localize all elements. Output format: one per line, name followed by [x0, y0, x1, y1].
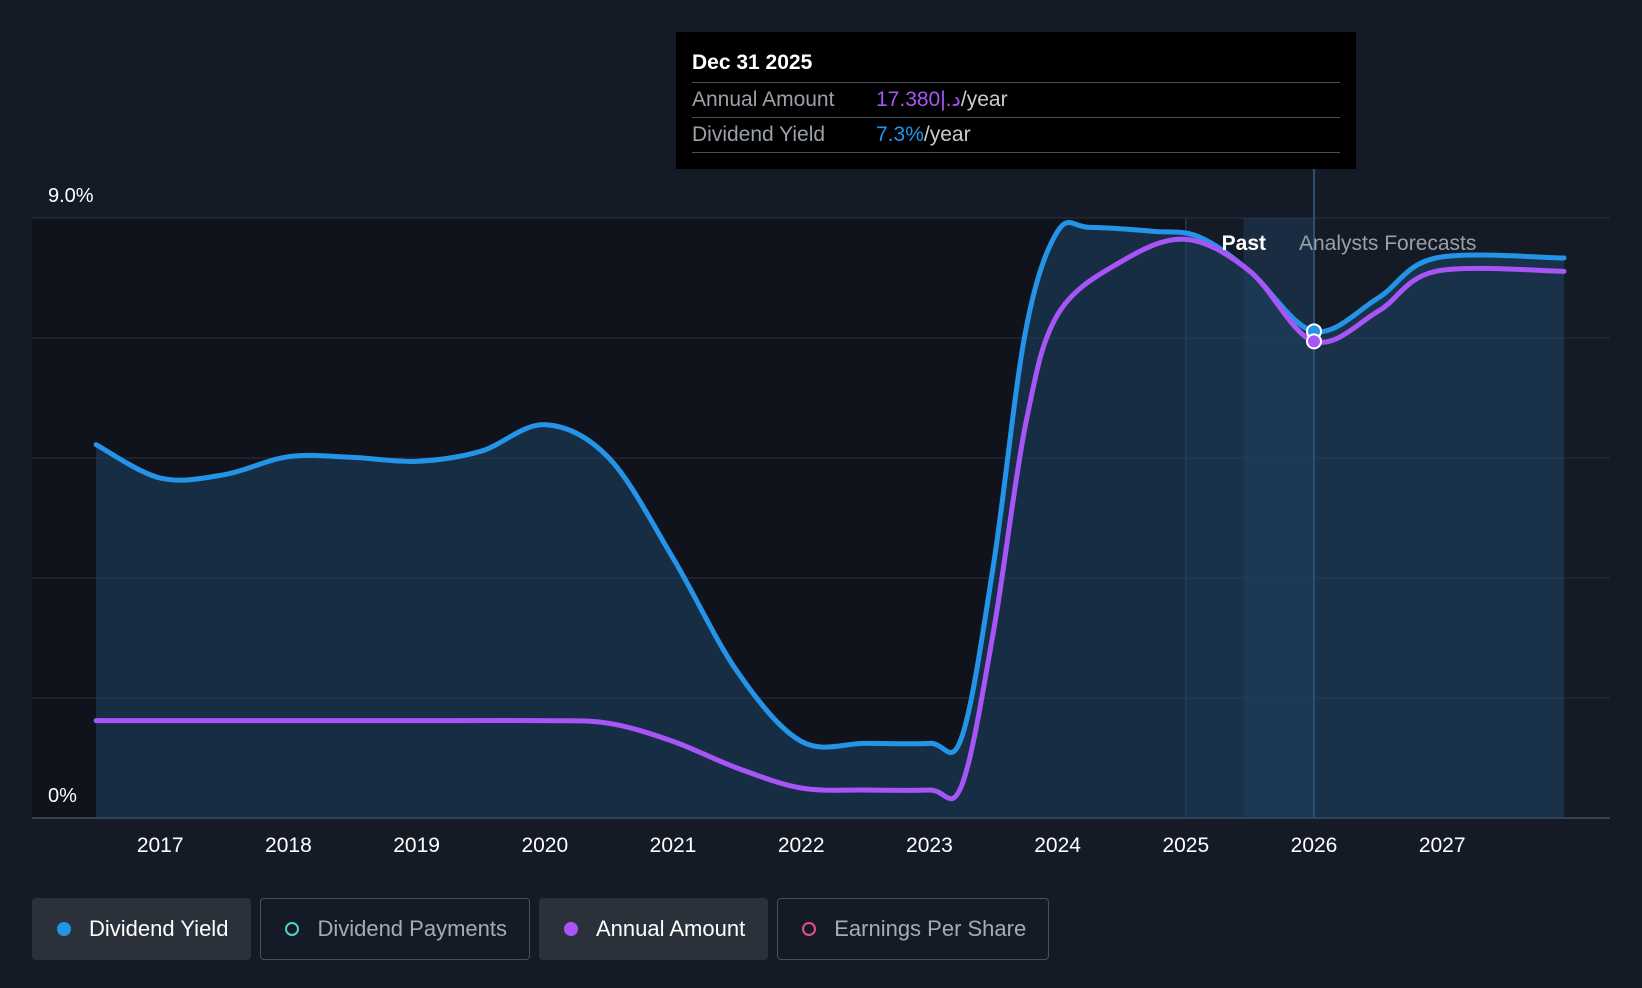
legend-label: Earnings Per Share [834, 916, 1027, 941]
tooltip-label: Dividend Yield [692, 123, 826, 146]
x-tick-label: 2020 [521, 834, 568, 857]
series-area-dividend-yield [96, 222, 1564, 819]
chart-legend: Dividend Yield Dividend Payments Annual … [32, 898, 1058, 960]
past-label: Past [1222, 232, 1266, 255]
tooltip-date: Dec 31 2025 [692, 48, 1340, 83]
x-tick-label: 2025 [1162, 834, 1209, 857]
data-point-marker [1306, 333, 1322, 350]
x-tick-label: 2023 [906, 834, 953, 857]
y-tick-label: 9.0% [48, 185, 94, 207]
tooltip-value: 7.3% [876, 123, 924, 146]
series-line-annual-amount [93, 236, 1567, 802]
tooltip-unit: /year [960, 88, 1008, 111]
circle-filled-icon [57, 922, 71, 936]
legend-dividend-payments-button[interactable]: Dividend Payments [260, 898, 530, 960]
tooltip-label: Annual Amount [692, 88, 835, 111]
tooltip-row-annual-amount: Annual Amount 17.380|.د/year [692, 83, 1340, 118]
circle-outline-icon [802, 922, 817, 936]
x-tick-label: 2017 [137, 834, 184, 857]
x-tick-label: 2021 [650, 834, 697, 857]
tooltip-row-dividend-yield: Dividend Yield 7.3%/year [692, 118, 1340, 153]
x-tick-label: 2027 [1419, 834, 1466, 857]
tooltip-value: 17.380|.د [876, 88, 961, 111]
x-tick-label: 2022 [778, 834, 825, 857]
circle-outline-icon [285, 922, 300, 936]
legend-dividend-yield-button[interactable]: Dividend Yield [32, 898, 252, 960]
analysts-forecasts-label: Analysts Forecasts [1299, 232, 1476, 255]
circle-filled-icon [563, 922, 578, 936]
x-tick-label: 2018 [265, 834, 312, 857]
x-tick-label: 2019 [393, 834, 440, 857]
x-tick-label: 2024 [1034, 834, 1081, 857]
chart-tooltip: Dec 31 2025 Annual Amount 17.380|.د/year… [676, 32, 1356, 169]
y-tick-label: 0% [48, 785, 77, 807]
legend-annual-amount-button[interactable]: Annual Amount [538, 898, 769, 960]
legend-label: Dividend Yield [89, 916, 229, 941]
x-tick-label: 2026 [1291, 834, 1338, 857]
legend-label: Dividend Payments [317, 916, 507, 941]
legend-earnings-per-share-button[interactable]: Earnings Per Share [777, 898, 1050, 960]
tooltip-unit: /year [923, 123, 971, 146]
legend-label: Annual Amount [595, 916, 746, 941]
